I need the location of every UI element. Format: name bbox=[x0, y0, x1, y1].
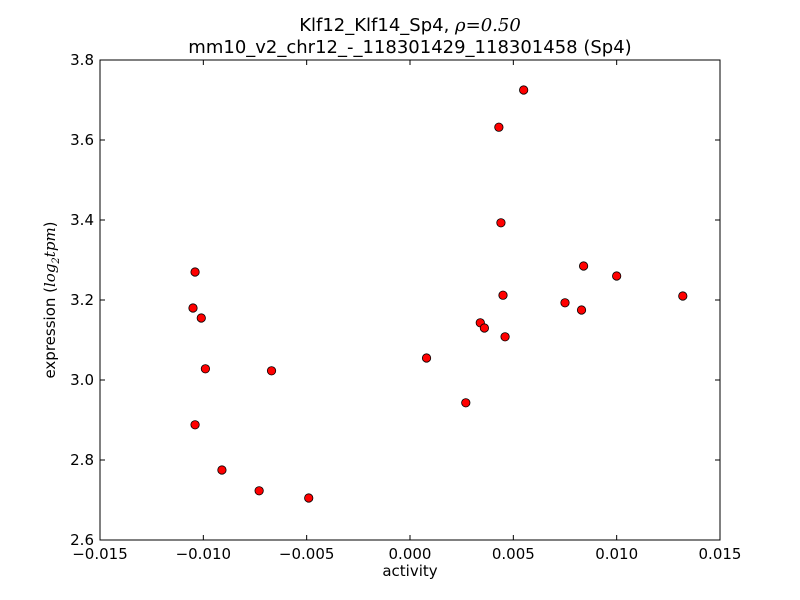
data-point bbox=[612, 271, 622, 281]
x-tick-label: 0.015 bbox=[699, 545, 742, 563]
chart-title-line2: mm10_v2_chr12_-_118301429_118301458 (Sp4… bbox=[188, 37, 631, 58]
data-point bbox=[578, 261, 589, 271]
x-tick-label: 0.010 bbox=[595, 545, 638, 563]
data-point bbox=[190, 420, 200, 430]
y-tick-label: 2.6 bbox=[70, 531, 94, 549]
y-tick-label: 3.4 bbox=[70, 211, 94, 229]
data-point bbox=[479, 323, 489, 333]
y-tick-label: 3.2 bbox=[70, 291, 94, 309]
data-point bbox=[496, 218, 506, 228]
data-points bbox=[188, 85, 688, 503]
data-point bbox=[461, 398, 471, 408]
data-point bbox=[196, 313, 206, 323]
x-axis-ticks: −0.015 −0.010 −0.005 0.000 0.005 0.010 0.015 bbox=[72, 60, 741, 563]
data-point bbox=[498, 290, 508, 300]
data-point bbox=[500, 332, 510, 342]
y-axis-label: expression (log2tpm) bbox=[41, 221, 62, 378]
x-tick-label: 0.000 bbox=[389, 545, 432, 563]
x-axis-label: activity bbox=[382, 562, 437, 580]
x-tick-label: 0.005 bbox=[492, 545, 535, 563]
data-point bbox=[678, 291, 688, 301]
plot-area bbox=[99, 59, 721, 541]
data-point bbox=[190, 267, 200, 277]
data-point bbox=[188, 303, 198, 313]
x-tick-label: −0.010 bbox=[176, 545, 232, 563]
data-point bbox=[576, 305, 587, 315]
y-tick-label: 3.8 bbox=[70, 51, 94, 69]
data-point bbox=[304, 493, 314, 503]
y-tick-label: 3.0 bbox=[70, 371, 94, 389]
x-tick-label: −0.005 bbox=[279, 545, 335, 563]
data-point bbox=[560, 298, 570, 308]
data-point bbox=[200, 364, 210, 374]
data-point bbox=[519, 85, 529, 95]
y-tick-label: 3.6 bbox=[70, 131, 94, 149]
data-point bbox=[421, 353, 432, 363]
data-point bbox=[217, 465, 227, 475]
x-tick-label: −0.015 bbox=[72, 545, 128, 563]
data-point bbox=[494, 122, 504, 132]
y-tick-label: 2.8 bbox=[70, 451, 94, 469]
y-axis-ticks: 2.6 2.8 3.0 3.2 3.4 3.6 3.8 bbox=[70, 51, 720, 549]
chart-title-line1: Klf12_Klf14_Sp4, ρ=0.50 bbox=[299, 15, 521, 36]
data-point bbox=[266, 366, 277, 376]
data-point bbox=[254, 486, 264, 496]
